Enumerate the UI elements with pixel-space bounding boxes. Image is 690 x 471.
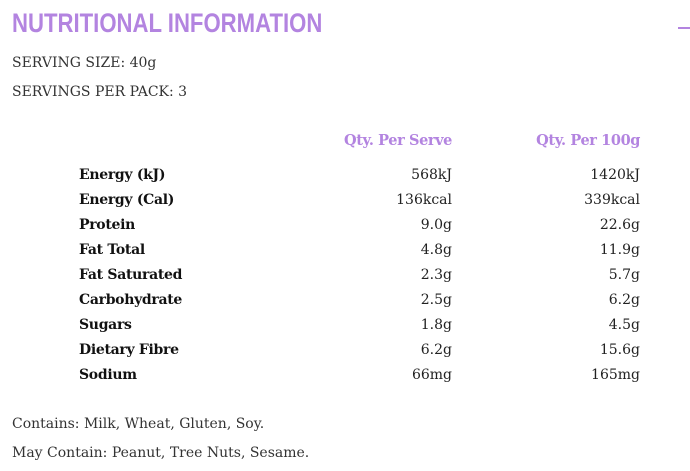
per-serve-value: 2.5g — [420, 292, 452, 308]
table-row: Sugars 1.8g 4.5g — [0, 317, 690, 342]
nutrient-label: Energy (kJ) — [79, 167, 166, 183]
nutrient-label: Carbohydrate — [79, 292, 183, 308]
per-100g-value: 15.6g — [599, 342, 640, 358]
table-row: Protein 9.0g 22.6g — [0, 217, 690, 242]
per-100g-value: 11.9g — [599, 242, 640, 258]
per-serve-value: 6.2g — [420, 342, 452, 358]
per-serve-value: 568kJ — [411, 167, 452, 183]
table-row: Fat Saturated 2.3g 5.7g — [0, 267, 690, 292]
nutrient-label: Energy (Cal) — [79, 192, 175, 208]
per-100g-value: 1420kJ — [590, 167, 640, 183]
nutrient-label: Dietary Fibre — [79, 342, 179, 358]
per-100g-value: 339kcal — [584, 192, 640, 208]
may-contain-text: May Contain: Peanut, Tree Nuts, Sesame. — [12, 445, 310, 461]
per-serve-value: 9.0g — [420, 217, 452, 233]
header-per-serve: Qty. Per Serve — [344, 132, 452, 149]
header-per-100g: Qty. Per 100g — [536, 132, 640, 149]
table-row: Carbohydrate 2.5g 6.2g — [0, 292, 690, 317]
nutrient-label: Sodium — [79, 367, 137, 383]
per-100g-value: 165mg — [591, 367, 640, 383]
table-row: Energy (kJ) 568kJ 1420kJ — [0, 167, 690, 192]
nutrient-label: Fat Saturated — [79, 267, 183, 283]
section-title[interactable]: NUTRITIONAL INFORMATION — [12, 8, 323, 38]
contains-text: Contains: Milk, Wheat, Gluten, Soy. — [12, 416, 265, 432]
per-serve-value: 4.8g — [420, 242, 452, 258]
per-100g-value: 4.5g — [608, 317, 640, 333]
per-serve-value: 1.8g — [420, 317, 452, 333]
per-serve-value: 66mg — [411, 367, 452, 383]
per-serve-value: 136kcal — [396, 192, 452, 208]
table-row: Dietary Fibre 6.2g 15.6g — [0, 342, 690, 367]
nutrient-label: Sugars — [79, 317, 132, 333]
table-row: Sodium 66mg 165mg — [0, 367, 690, 392]
nutrient-label: Protein — [79, 217, 136, 233]
per-serve-value: 2.3g — [420, 267, 452, 283]
servings-per-pack: SERVINGS PER PACK: 3 — [12, 84, 188, 100]
minus-icon[interactable] — [678, 27, 690, 29]
per-100g-value: 6.2g — [608, 292, 640, 308]
table-row: Energy (Cal) 136kcal 339kcal — [0, 192, 690, 217]
serving-size: SERVING SIZE: 40g — [12, 55, 157, 71]
table-row: Fat Total 4.8g 11.9g — [0, 242, 690, 267]
nutrient-label: Fat Total — [79, 242, 145, 258]
per-100g-value: 22.6g — [599, 217, 640, 233]
per-100g-value: 5.7g — [608, 267, 640, 283]
